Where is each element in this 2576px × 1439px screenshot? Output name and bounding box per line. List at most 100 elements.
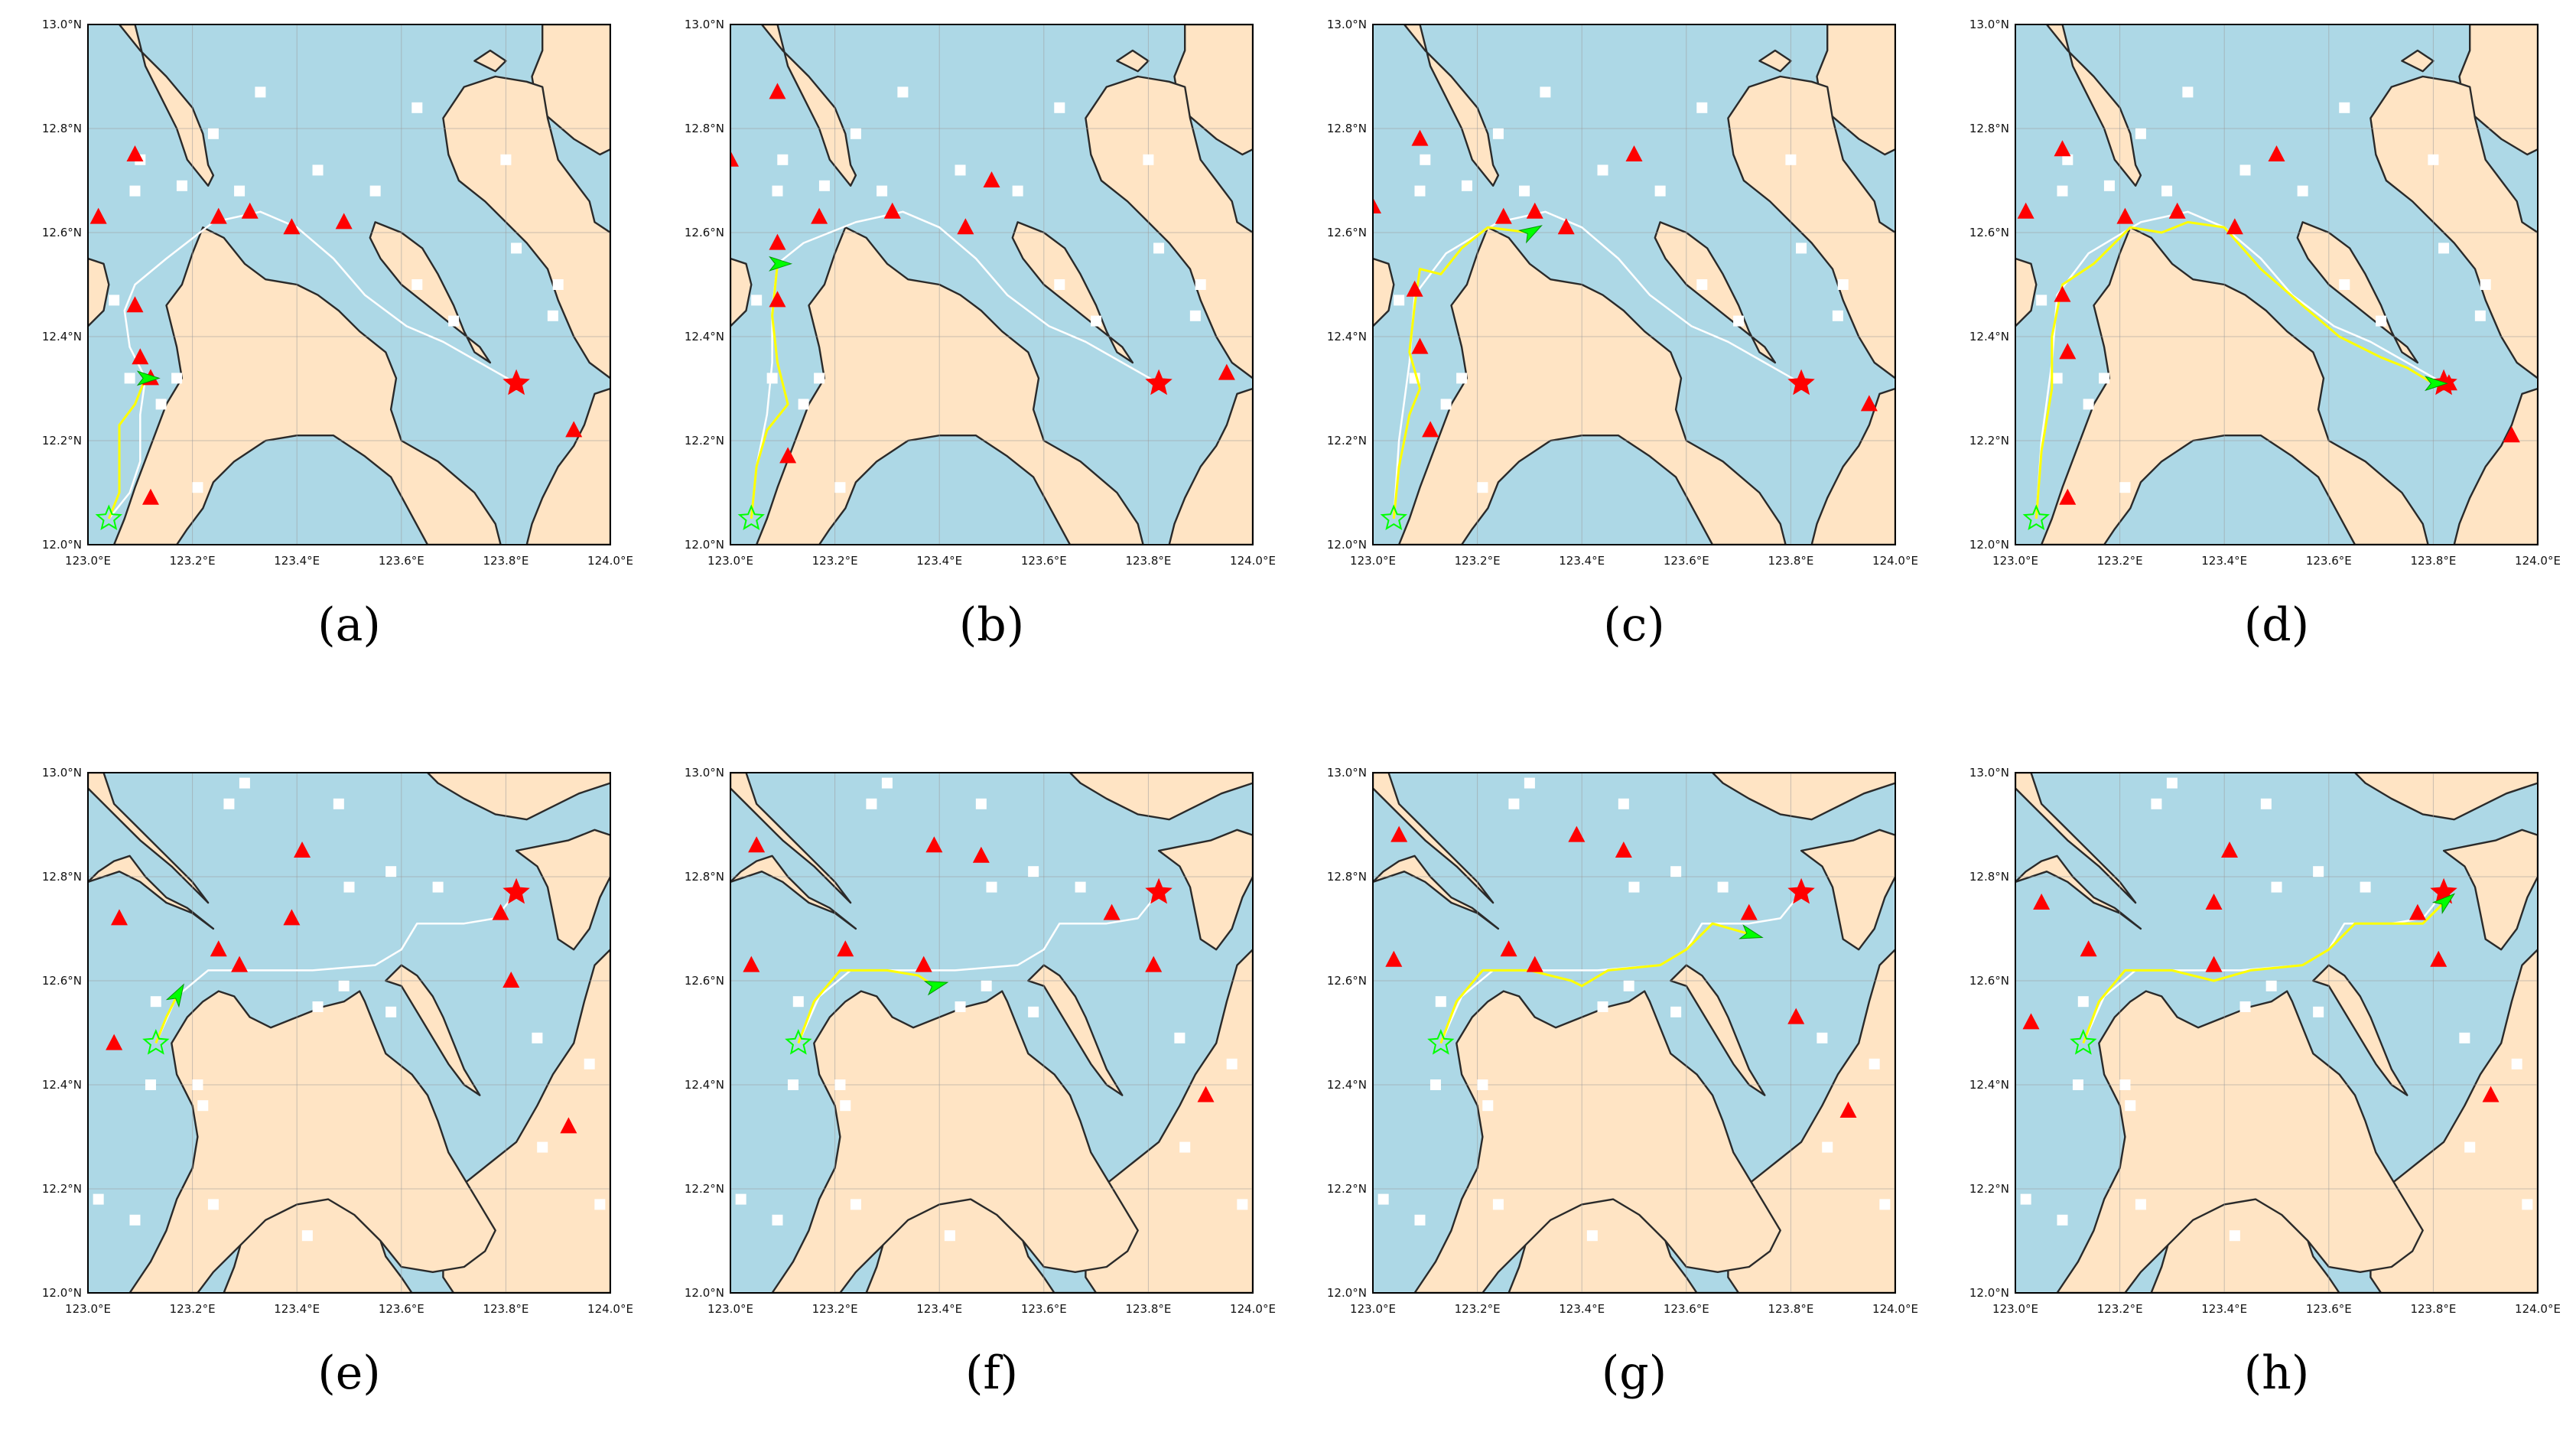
obstacle-triangle <box>925 836 943 853</box>
static-marker <box>109 295 120 306</box>
x-tick-label: 123.6°E <box>1021 554 1067 568</box>
y-tick-label: 12.6°N <box>1327 226 1367 239</box>
land-polygon <box>2353 773 2538 821</box>
static-marker <box>192 482 203 493</box>
land-polygon <box>1413 990 1781 1293</box>
static-marker <box>944 1230 955 1242</box>
x-tick-label: 123.8°E <box>1125 554 1171 568</box>
static-marker <box>986 881 997 893</box>
map-frame <box>87 772 611 1294</box>
static-marker <box>2376 315 2387 327</box>
static-marker <box>1054 102 1065 113</box>
start-star <box>1380 504 1407 531</box>
obstacle-triangle <box>2205 956 2223 972</box>
map-frame <box>1372 24 1896 545</box>
land-polygon <box>730 855 857 930</box>
map-frame <box>2015 24 2539 545</box>
static-marker <box>1785 154 1797 165</box>
x-tick-label: 124.0°E <box>2515 1302 2561 1316</box>
obstacle-triangle <box>957 218 974 235</box>
obstacle-triangle <box>283 909 301 926</box>
static-marker <box>1519 185 1530 197</box>
obstacle-triangle <box>283 218 301 235</box>
static-marker <box>432 881 444 893</box>
x-tick-label: 123.8°E <box>2410 554 2456 568</box>
obstacle-triangle <box>769 291 786 308</box>
y-tick-label: 12.2°N <box>1969 1182 2009 1196</box>
static-marker <box>301 1230 313 1242</box>
static-marker <box>2360 881 2371 893</box>
static-marker <box>223 798 235 809</box>
static-marker <box>2239 164 2251 176</box>
land-polygon <box>128 990 496 1293</box>
obstacle-triangle <box>1500 940 1517 957</box>
static-marker <box>897 86 909 98</box>
obstacle-triangle <box>769 233 786 250</box>
traveled-path <box>1392 226 1530 519</box>
goal-star <box>1787 877 1815 904</box>
static-marker <box>1492 1199 1504 1210</box>
y-tick-label: 12.2°N <box>1327 434 1367 448</box>
x-tick-label: 123.2°E <box>812 1302 858 1316</box>
y-tick-label: 12.4°N <box>685 1078 724 1092</box>
static-marker <box>207 1199 219 1210</box>
land-polygon <box>2453 387 2538 545</box>
map-plot: 12.0°N 12.2°N 12.4°N 12.6°N 12.8°N 13.0°N 123.… <box>42 18 633 568</box>
obstacle-triangle <box>1411 129 1429 146</box>
panel-caption: (g) <box>1601 1346 1667 1400</box>
static-marker <box>2480 279 2491 290</box>
static-marker <box>2438 243 2450 254</box>
land-polygon <box>760 24 857 187</box>
static-marker <box>955 1001 966 1012</box>
traveled-path <box>797 969 935 1044</box>
static-marker <box>171 373 183 384</box>
obstacle-triangle <box>1373 197 1381 213</box>
obstacle-triangle <box>2168 202 2186 219</box>
traveled-path <box>750 263 789 519</box>
x-tick-label: 123.4°E <box>1559 1302 1605 1316</box>
start-star <box>1427 1028 1455 1055</box>
x-tick-label: 123.2°E <box>1455 554 1501 568</box>
y-tick-label: 13.0°N <box>1969 766 2009 780</box>
y-tick-label: 12.4°N <box>42 1078 82 1092</box>
static-marker <box>1597 164 1608 176</box>
static-marker <box>255 86 266 98</box>
y-tick-label: 12.0°N <box>685 538 724 552</box>
land-polygon <box>88 855 215 930</box>
x-tick-label: 124.0°E <box>1872 554 1918 568</box>
static-marker <box>448 315 460 327</box>
obstacle-triangle <box>1390 825 1408 842</box>
static-marker <box>369 185 381 197</box>
static-marker <box>385 1006 397 1017</box>
x-tick-label: 123.2°E <box>170 1302 216 1316</box>
static-marker <box>343 881 355 893</box>
static-marker <box>385 866 397 877</box>
static-marker <box>1796 243 1807 254</box>
map-plot: 12.0°N 12.2°N 12.4°N 12.6°N 12.8°N 13.0°N 123.… <box>1327 766 1918 1316</box>
land-polygon <box>1654 221 1777 364</box>
y-tick-label: 13.0°N <box>1327 18 1367 31</box>
x-tick-label: 123.0°E <box>1992 1302 2038 1316</box>
land-polygon <box>112 226 502 545</box>
y-tick-label: 12.0°N <box>1327 538 1367 552</box>
y-tick-label: 13.0°N <box>685 766 724 780</box>
y-tick-label: 12.6°N <box>685 226 724 239</box>
map-frame <box>1372 772 1896 1294</box>
static-marker <box>1597 1001 1608 1012</box>
static-marker <box>2135 1199 2146 1210</box>
y-tick-label: 13.0°N <box>1969 18 2009 31</box>
map-frame <box>2015 772 2539 1294</box>
static-marker <box>1237 1199 1248 1210</box>
y-tick-label: 12.8°N <box>1327 122 1367 135</box>
y-tick-label: 12.2°N <box>42 1182 82 1196</box>
panel-caption: (c) <box>1603 598 1665 652</box>
static-marker <box>312 1001 324 1012</box>
obstacle-triangle <box>2054 285 2071 302</box>
static-marker <box>511 243 522 254</box>
static-marker <box>1394 295 1405 306</box>
static-marker <box>1586 1230 1598 1242</box>
static-marker <box>584 1058 595 1069</box>
y-tick-label: 12.4°N <box>1327 330 1367 343</box>
static-marker <box>1189 310 1201 321</box>
static-marker <box>1435 996 1446 1008</box>
